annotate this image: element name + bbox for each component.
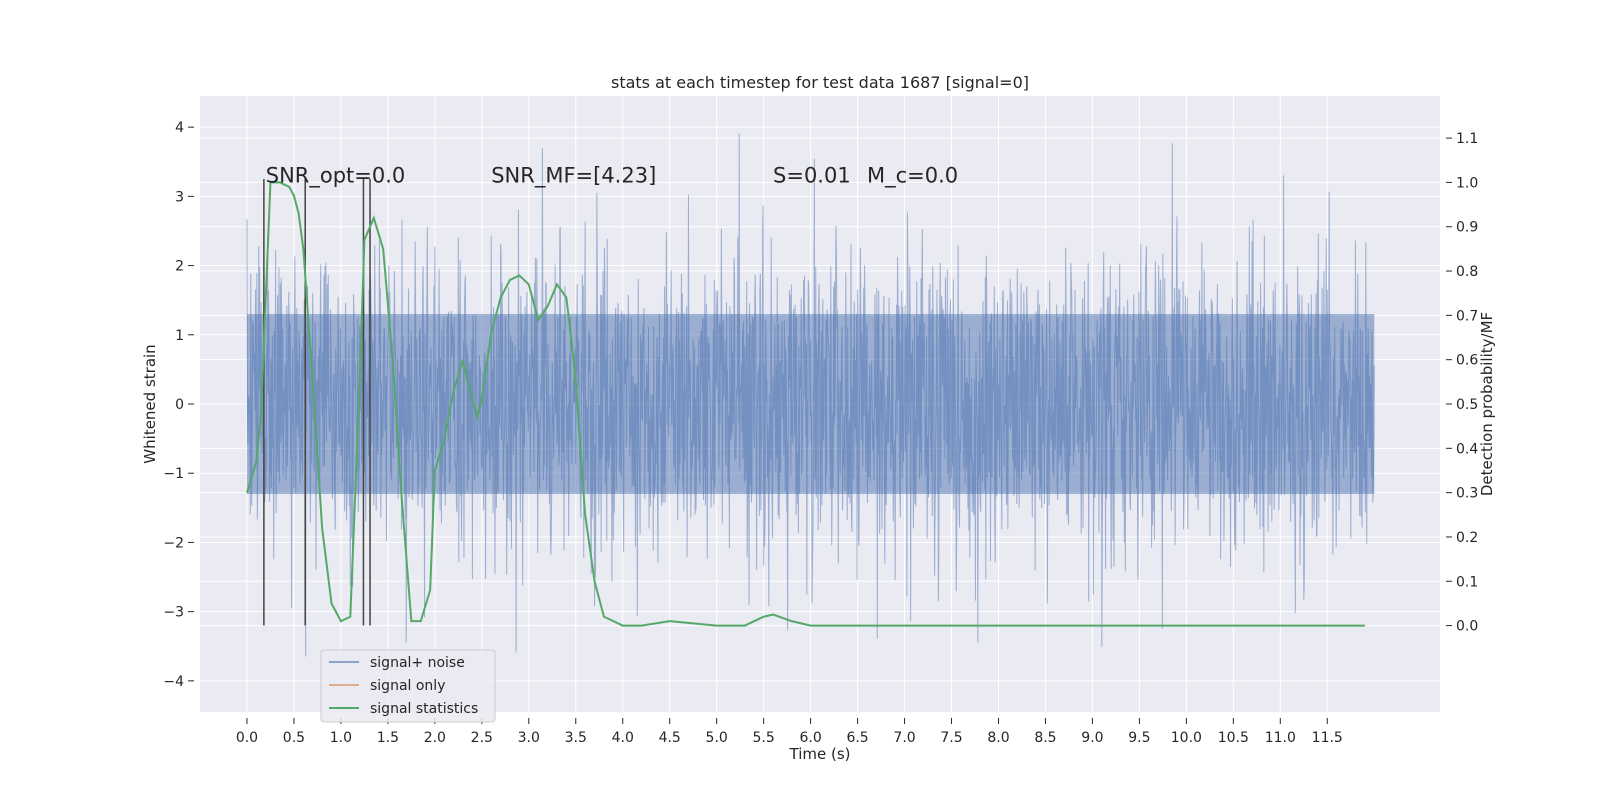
x-tick-label: 3.5 — [565, 730, 587, 746]
y-tick-label: −1 — [163, 466, 184, 482]
legend-label-signal-statistics: signal statistics — [370, 701, 478, 717]
x-tick-label: 0.0 — [236, 730, 258, 746]
x-tick-label: 11.5 — [1312, 730, 1343, 746]
x-tick-label: 9.0 — [1081, 730, 1103, 746]
y2-tick-label: 0.9 — [1456, 220, 1478, 236]
x-tick-label: 10.0 — [1171, 730, 1202, 746]
y2-tick-label: 1.1 — [1456, 131, 1478, 147]
x-tick-label: 3.0 — [518, 730, 540, 746]
y2-tick-label: 0.5 — [1456, 397, 1478, 413]
series-signal-noise — [246, 133, 1375, 657]
axis-ticks: 0.0 0.5 1.0 1.5 2.0 2.5 3.0 3.5 4.0 4.5 5.0 5.5 6.0 6… — [163, 120, 1478, 746]
y2-tick-label: 0.3 — [1456, 486, 1478, 502]
x-tick-label: 2.0 — [424, 730, 446, 746]
y-tick-label: 1 — [175, 328, 184, 344]
y2-tick-label: 1.0 — [1456, 175, 1478, 191]
y2-tick-label: 0.4 — [1456, 441, 1478, 457]
y-tick-label: 0 — [175, 397, 184, 413]
annotation-2: S=0.01 — [773, 164, 851, 188]
y-tick-label: 3 — [175, 189, 184, 205]
series-signal-statistics — [246, 181, 1365, 627]
x-tick-label: 2.5 — [471, 730, 493, 746]
x-tick-label: 8.5 — [1034, 730, 1056, 746]
y2-tick-label: 0.8 — [1456, 264, 1478, 280]
x-axis-label: Time (s) — [789, 745, 851, 763]
x-tick-label: 7.0 — [893, 730, 915, 746]
y2-tick-label: 0.0 — [1456, 619, 1478, 635]
x-tick-label: 5.5 — [753, 730, 775, 746]
annotation-3: M_c=0.0 — [867, 164, 958, 189]
x-tick-label: 1.5 — [377, 730, 399, 746]
x-tick-label: 1.0 — [330, 730, 352, 746]
x-tick-label: 4.5 — [659, 730, 681, 746]
legend-box — [320, 649, 496, 723]
y2-tick-label: 0.7 — [1456, 308, 1478, 324]
x-tick-label: 9.5 — [1128, 730, 1150, 746]
y2-axis-label: Detection probability/MF — [1478, 312, 1496, 496]
y-tick-label: −2 — [163, 535, 184, 551]
y2-tick-label: 0.2 — [1456, 530, 1478, 546]
noise-trace — [246, 133, 1375, 657]
x-tick-label: 5.0 — [706, 730, 728, 746]
y-axis-label: Whitened strain — [141, 344, 159, 463]
x-tick-label: 7.5 — [940, 730, 962, 746]
y-tick-label: 2 — [175, 259, 184, 275]
y-tick-label: −4 — [163, 674, 184, 690]
legend-label-signal-noise: signal+ noise — [370, 655, 465, 671]
y-tick-label: 4 — [175, 120, 184, 136]
y2-tick-label: 0.6 — [1456, 353, 1478, 369]
x-tick-label: 4.0 — [612, 730, 634, 746]
x-tick-label: 10.5 — [1218, 730, 1249, 746]
legend: signal+ noise signal only signal statist… — [320, 649, 496, 723]
annotations: SNR_opt=0.0 SNR_MF=[4.23] S=0.01 M_c=0.0 — [266, 164, 958, 189]
y-tick-label: −3 — [163, 605, 184, 621]
annotation-0: SNR_opt=0.0 — [266, 164, 406, 189]
legend-label-signal-only: signal only — [370, 678, 445, 694]
x-tick-label: 0.5 — [283, 730, 305, 746]
x-tick-label: 6.5 — [846, 730, 868, 746]
x-tick-label: 6.0 — [799, 730, 821, 746]
annotation-1: SNR_MF=[4.23] — [491, 164, 656, 189]
x-tick-label: 8.0 — [987, 730, 1009, 746]
chart-title: stats at each timestep for test data 168… — [611, 73, 1029, 92]
y2-tick-label: 0.1 — [1456, 574, 1478, 590]
x-tick-label: 11.0 — [1265, 730, 1296, 746]
